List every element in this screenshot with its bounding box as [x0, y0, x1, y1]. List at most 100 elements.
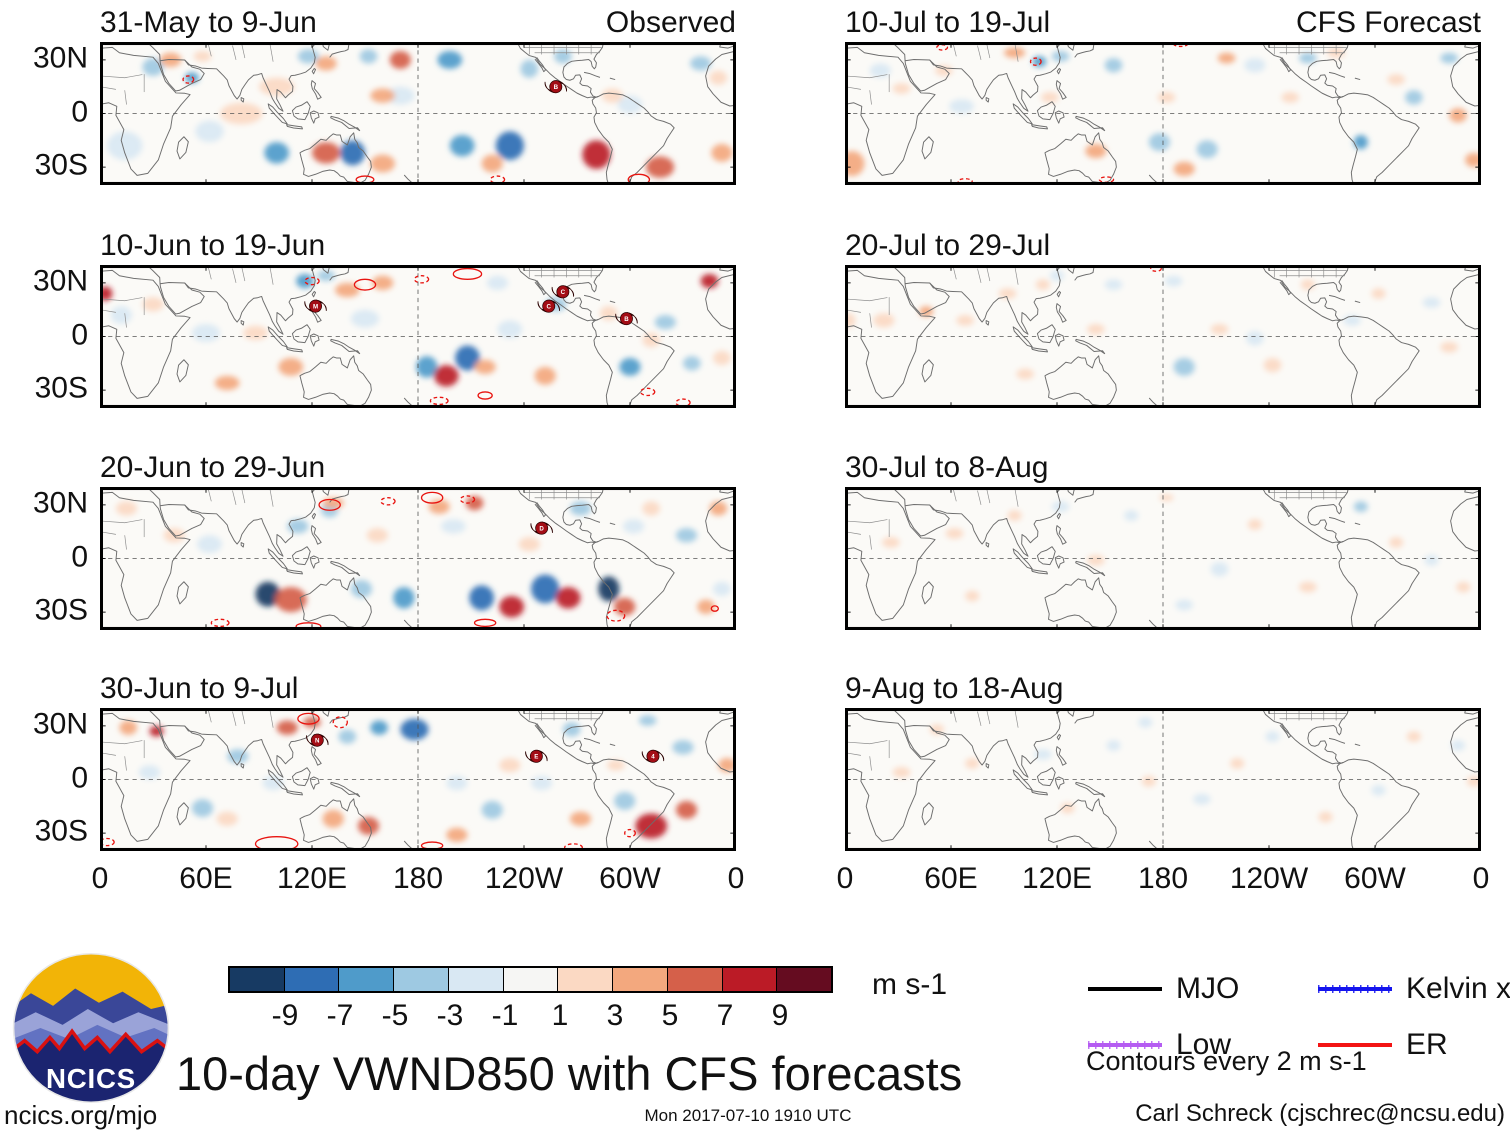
y-axis-label: 30S: [34, 148, 88, 182]
logo-text: NCICS: [46, 1063, 136, 1094]
colorbar-tick-label: 9: [771, 999, 789, 1032]
x-axis-label: 60E: [924, 862, 978, 895]
svg-text:M: M: [313, 303, 318, 310]
legend-line-sample: [1088, 1041, 1162, 1049]
y-axis-label: 30N: [32, 707, 88, 741]
x-axis-label: 60E: [179, 862, 233, 895]
ncics-logo: NCICS: [12, 952, 170, 1104]
legend-line-sample: [1318, 985, 1392, 993]
y-axis-label: 30N: [32, 41, 88, 75]
panel-date-range: 9-Aug to 18-Aug: [845, 672, 1064, 705]
column-header-observed: Observed: [605, 6, 736, 39]
map-panel: D: [100, 487, 736, 630]
map-panel: [845, 42, 1481, 185]
colorbar-swatch: [448, 968, 504, 991]
x-axis-label: 0: [836, 862, 854, 895]
storm-icon: 4: [641, 749, 665, 763]
map-panel: [845, 708, 1481, 851]
panel-title: 30-Jun to 9-Jul: [100, 672, 736, 706]
legend-line-sample: [1318, 1041, 1392, 1049]
footer-url: ncics.org/mjo: [4, 1100, 158, 1130]
panel-title: 20-Jun to 29-Jun: [100, 451, 736, 485]
colorbar-tick-label: 5: [661, 999, 679, 1032]
y-axis-label: 30S: [34, 371, 88, 405]
storm-icon: B: [615, 312, 638, 326]
legend-line-sample: [1088, 985, 1162, 993]
legend-label: Kelvin x2: [1406, 972, 1510, 1005]
colorbar-swatch: [394, 968, 449, 991]
panel-title: 31-May to 9-Jun Observed: [100, 6, 736, 40]
svg-text:C: C: [561, 289, 566, 296]
storm-icon: N: [306, 733, 329, 747]
storm-icon: C: [537, 299, 560, 313]
y-axis-label: 0: [71, 540, 88, 574]
storm-icon: C: [551, 285, 575, 299]
colorbar: [228, 966, 833, 993]
panel-date-range: 31-May to 9-Jun: [100, 6, 317, 39]
x-axis-label: 180: [392, 862, 444, 895]
map-panel: M C C B: [100, 265, 736, 408]
x-axis-label: 120W: [484, 862, 564, 895]
panel-title: 10-Jun to 19-Jun: [100, 229, 736, 263]
y-axis-label: 30N: [32, 264, 88, 298]
x-axis-label: 0: [727, 862, 745, 895]
y-axis-label: 30S: [34, 593, 88, 627]
panel-title: 30-Jul to 8-Aug: [845, 451, 1481, 485]
x-axis-label: 120W: [1229, 862, 1309, 895]
panel-date-range: 10-Jun to 19-Jun: [100, 229, 326, 262]
colorbar-swatch: [230, 968, 285, 991]
panel-title: 20-Jul to 29-Jul: [845, 229, 1481, 263]
colorbar-swatch: [777, 968, 832, 991]
svg-text:E: E: [534, 753, 538, 760]
column-header-forecast: CFS Forecast: [1295, 6, 1481, 39]
colorbar-swatch: [284, 968, 340, 991]
svg-text:4: 4: [651, 753, 655, 760]
storm-icon: D: [530, 521, 553, 535]
y-axis-label: 30S: [34, 814, 88, 848]
colorbar-unit: m s-1: [872, 968, 947, 1001]
legend-label: MJO: [1176, 972, 1240, 1005]
storm-icon: B: [544, 80, 568, 94]
svg-text:C: C: [547, 303, 552, 310]
svg-text:N: N: [315, 737, 320, 744]
colorbar-swatch: [613, 968, 668, 991]
storm-icon: E: [525, 749, 548, 763]
colorbar-tick-label: 7: [716, 999, 734, 1032]
svg-text:D: D: [539, 525, 544, 532]
x-axis-label: 0: [91, 862, 109, 895]
colorbar-tick-label: -9: [271, 999, 299, 1032]
colorbar-swatch: [503, 968, 559, 991]
panel-date-range: 30-Jul to 8-Aug: [845, 451, 1049, 484]
legend-item-er: ER: [1318, 1028, 1448, 1062]
svg-text:B: B: [554, 84, 559, 91]
map-panel: [845, 487, 1481, 630]
legend-item-mjo: MJO: [1088, 972, 1239, 1006]
x-axis-label: 120E: [1021, 862, 1093, 895]
x-axis-label: 180: [1137, 862, 1189, 895]
y-axis-label: 0: [71, 761, 88, 795]
storm-icon: M: [304, 299, 327, 313]
colorbar-tick-label: 3: [606, 999, 624, 1032]
x-axis-label: 60W: [599, 862, 661, 895]
legend-label: Low: [1176, 1028, 1232, 1061]
contour-note: Contours every 2 m s-1: [1086, 1046, 1367, 1076]
y-axis-label: 0: [71, 95, 88, 129]
panel-title: 10-Jul to 19-Jul CFS Forecast: [845, 6, 1481, 40]
colorbar-tick-label: -3: [436, 999, 464, 1032]
colorbar-swatch: [667, 968, 723, 991]
map-panel: B: [100, 42, 736, 185]
panel-date-range: 20-Jun to 29-Jun: [100, 451, 326, 484]
x-axis-label: 120E: [276, 862, 348, 895]
panel-title: 9-Aug to 18-Aug: [845, 672, 1481, 706]
colorbar-swatch: [558, 968, 614, 991]
map-panel: [845, 265, 1481, 408]
figure-title: 10-day VWND850 with CFS forecasts: [176, 1047, 963, 1100]
colorbar-swatch: [722, 968, 778, 991]
x-axis-label: 0: [1472, 862, 1490, 895]
panel-date-range: 10-Jul to 19-Jul: [845, 6, 1051, 39]
legend-item-low: Low: [1088, 1028, 1231, 1062]
panel-date-range: 30-Jun to 9-Jul: [100, 672, 299, 705]
legend-item-kelvin-x2: Kelvin x2: [1318, 972, 1510, 1006]
colorbar-swatch: [339, 968, 395, 991]
